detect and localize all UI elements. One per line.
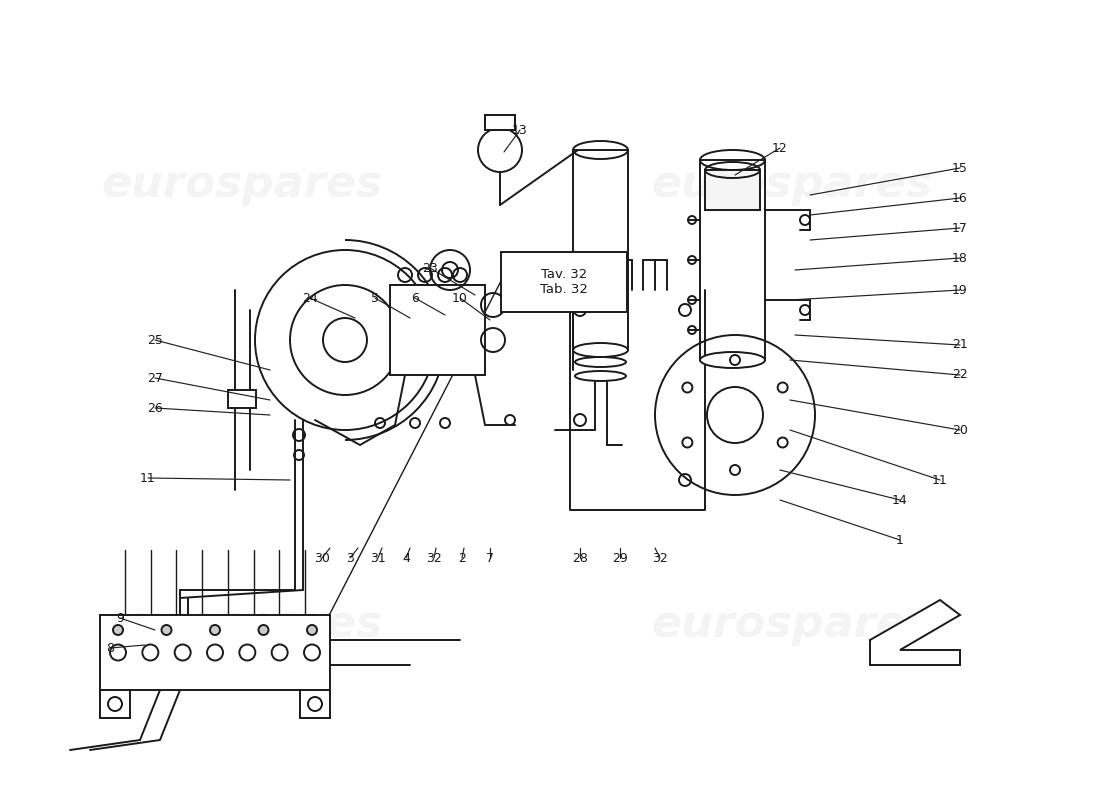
Text: Tav. 32
Tab. 32: Tav. 32 Tab. 32 <box>540 268 587 296</box>
Text: 17: 17 <box>953 222 968 234</box>
Ellipse shape <box>700 352 764 368</box>
Text: 20: 20 <box>953 423 968 437</box>
Circle shape <box>113 625 123 635</box>
Text: 26: 26 <box>147 402 163 414</box>
Text: 25: 25 <box>147 334 163 346</box>
Text: 32: 32 <box>652 551 668 565</box>
Bar <box>100 615 330 690</box>
Polygon shape <box>870 600 960 665</box>
Circle shape <box>162 625 172 635</box>
Text: 32: 32 <box>426 551 442 565</box>
Bar <box>390 285 485 375</box>
Circle shape <box>258 625 268 635</box>
Text: 8: 8 <box>106 642 114 654</box>
Text: eurospares: eurospares <box>101 602 383 646</box>
Text: 21: 21 <box>953 338 968 351</box>
Bar <box>228 390 256 408</box>
Text: 7: 7 <box>486 551 494 565</box>
Circle shape <box>323 318 367 362</box>
Circle shape <box>210 625 220 635</box>
Bar <box>705 170 760 210</box>
Text: 10: 10 <box>452 291 468 305</box>
Text: 2: 2 <box>458 551 466 565</box>
Text: 30: 30 <box>315 551 330 565</box>
Text: 15: 15 <box>953 162 968 174</box>
Text: 31: 31 <box>370 551 386 565</box>
Text: 28: 28 <box>572 551 587 565</box>
Text: 11: 11 <box>140 471 156 485</box>
Text: 1: 1 <box>896 534 904 546</box>
Text: 19: 19 <box>953 283 968 297</box>
Text: 9: 9 <box>117 611 124 625</box>
Text: 18: 18 <box>953 251 968 265</box>
Text: 6: 6 <box>411 291 419 305</box>
Text: 13: 13 <box>513 123 528 137</box>
Text: 11: 11 <box>932 474 948 486</box>
Text: 3: 3 <box>346 551 354 565</box>
Bar <box>485 115 515 130</box>
Text: 16: 16 <box>953 191 968 205</box>
Text: 14: 14 <box>892 494 907 506</box>
Text: 23: 23 <box>422 262 438 274</box>
Text: eurospares: eurospares <box>101 162 383 206</box>
Text: 29: 29 <box>612 551 628 565</box>
Ellipse shape <box>573 343 628 357</box>
Text: 27: 27 <box>147 371 163 385</box>
Circle shape <box>307 625 317 635</box>
Text: 24: 24 <box>302 291 318 305</box>
Text: eurospares: eurospares <box>651 602 933 646</box>
Text: 22: 22 <box>953 369 968 382</box>
Bar <box>100 690 130 718</box>
Circle shape <box>707 387 763 443</box>
Bar <box>500 252 627 312</box>
Bar <box>300 690 330 718</box>
Text: eurospares: eurospares <box>651 162 933 206</box>
Text: 12: 12 <box>772 142 788 154</box>
Text: 4: 4 <box>403 551 410 565</box>
Text: 5: 5 <box>371 291 380 305</box>
